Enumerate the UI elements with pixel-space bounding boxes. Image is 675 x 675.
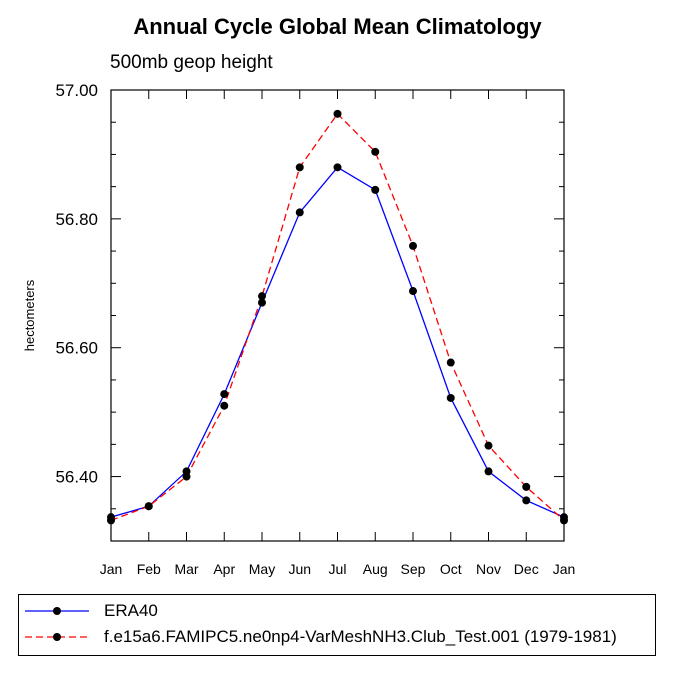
data-point-1 (295, 163, 304, 172)
data-point-0 (409, 287, 417, 296)
x-tick-label: Jun (288, 561, 311, 577)
data-point-0 (371, 185, 380, 194)
x-tick-label: Jul (329, 561, 347, 577)
x-tick-label: Aug (363, 561, 388, 577)
y-tick-label: 56.60 (55, 339, 98, 358)
legend-marker-era40 (25, 607, 89, 615)
x-tick-label: Sep (401, 561, 426, 577)
data-point-1 (144, 502, 153, 511)
data-point-1 (258, 292, 266, 301)
data-point-1 (484, 441, 493, 450)
y-tick-label: 56.80 (55, 210, 98, 229)
y-axis-label: hectometers (22, 279, 37, 351)
x-tick-label: May (249, 561, 275, 577)
data-point-0 (220, 390, 229, 399)
x-tick-label: Nov (476, 561, 501, 577)
x-tick-label: Jan (553, 561, 576, 577)
data-point-1 (220, 401, 229, 410)
x-tick-label: Mar (174, 561, 198, 577)
data-point-1 (409, 241, 417, 250)
x-tick-label: Jan (100, 561, 123, 577)
legend-label-model: f.e15a6.FAMIPC5.ne0np4-VarMeshNH3.Club_T… (104, 627, 617, 646)
plot-frame (110, 89, 565, 542)
x-tick-label: Oct (440, 561, 462, 577)
legend-label-era40: ERA40 (104, 601, 158, 620)
data-point-0 (333, 163, 342, 172)
data-point-0 (484, 467, 493, 476)
data-point-1 (446, 358, 455, 367)
chart-title: Annual Cycle Global Mean Climatology (133, 14, 542, 39)
legend-entry-era40: ERA40 (19, 599, 655, 623)
legend-marker-model (25, 633, 89, 641)
legend-entry-model: f.e15a6.FAMIPC5.ne0np4-VarMeshNH3.Club_T… (19, 625, 655, 649)
x-tick-label: Feb (137, 561, 161, 577)
data-point-1 (522, 482, 531, 491)
y-tick-label: 57.00 (55, 81, 98, 100)
data-point-1 (333, 109, 342, 118)
data-point-1 (560, 516, 568, 525)
data-point-0 (295, 208, 304, 217)
x-tick-label: Dec (514, 561, 539, 577)
y-tick-label: 56.40 (55, 468, 98, 487)
data-point-1 (182, 472, 191, 481)
data-point-1 (371, 147, 380, 156)
data-point-0 (522, 496, 531, 505)
data-point-1 (107, 516, 115, 525)
legend: ERA40 f.e15a6.FAMIPC5.ne0np4-VarMeshNH3.… (18, 594, 656, 656)
x-tick-label: Apr (213, 561, 235, 577)
chart-subtitle: 500mb geop height (110, 52, 273, 73)
series-line-1 (110, 112, 565, 521)
data-point-0 (446, 393, 455, 402)
data-point-0 (258, 298, 266, 307)
series-line-0 (110, 166, 565, 518)
